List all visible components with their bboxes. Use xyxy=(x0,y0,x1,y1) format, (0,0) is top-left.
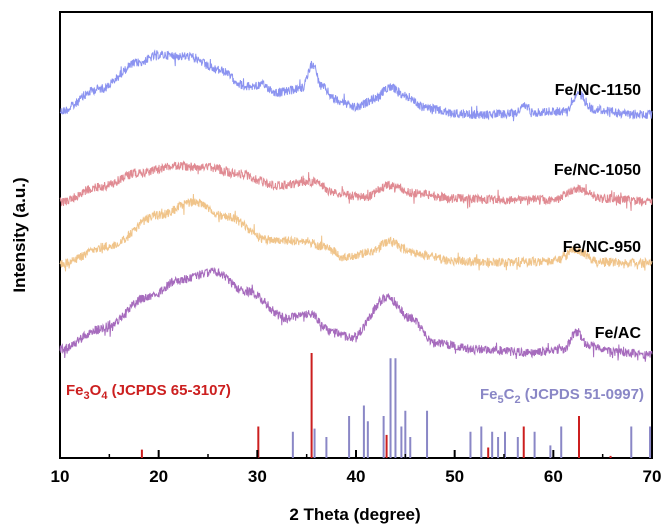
reference-label-fe3o4: Fe3O4 (JCPDS 65-3107) xyxy=(66,382,231,402)
x-tick-label-5: 60 xyxy=(544,467,563,486)
x-tick-label-4: 50 xyxy=(445,467,464,486)
x-tick-label-6: 70 xyxy=(643,467,662,486)
fe5c2-sub2: 2 xyxy=(514,394,520,406)
series-line-2 xyxy=(59,193,653,272)
fe3o4-sub1: 3 xyxy=(84,390,90,402)
fe5c2-jcpds: (JCPDS 51-0997) xyxy=(521,386,644,403)
series-label-fe-ac: Fe/AC xyxy=(595,325,642,342)
series-label-fe-nc-1050: Fe/NC-1050 xyxy=(554,162,641,179)
reference-label-fe5c2: Fe5C2 (JCPDS 51-0997) xyxy=(480,386,644,406)
x-axis-ticks: 10 20 30 40 50 60 70 xyxy=(51,450,662,486)
fe3o4-o: O xyxy=(90,382,102,399)
series-line-0 xyxy=(59,49,653,122)
fe3o4-sub2: 4 xyxy=(101,390,108,402)
y-axis-title: Intensity (a.u.) xyxy=(10,177,29,292)
fe5c2-c: C xyxy=(504,386,515,403)
series-line-1 xyxy=(59,160,653,211)
x-tick-label-3: 40 xyxy=(347,467,366,486)
fe3o4-fe: Fe xyxy=(66,382,84,399)
series-label-fe-nc-950: Fe/NC-950 xyxy=(563,239,641,256)
fe5c2-fe: Fe xyxy=(480,386,498,403)
x-tick-label-2: 30 xyxy=(248,467,267,486)
fe3o4-jcpds: (JCPDS 65-3107) xyxy=(107,382,230,399)
series-label-fe-nc-1150: Fe/NC-1150 xyxy=(555,82,641,99)
x-axis-title: 2 Theta (degree) xyxy=(289,505,420,524)
fe5c2-sub1: 5 xyxy=(498,394,504,406)
x-tick-label-1: 20 xyxy=(149,467,168,486)
x-tick-label-0: 10 xyxy=(51,467,70,486)
series-line-3 xyxy=(59,267,653,362)
